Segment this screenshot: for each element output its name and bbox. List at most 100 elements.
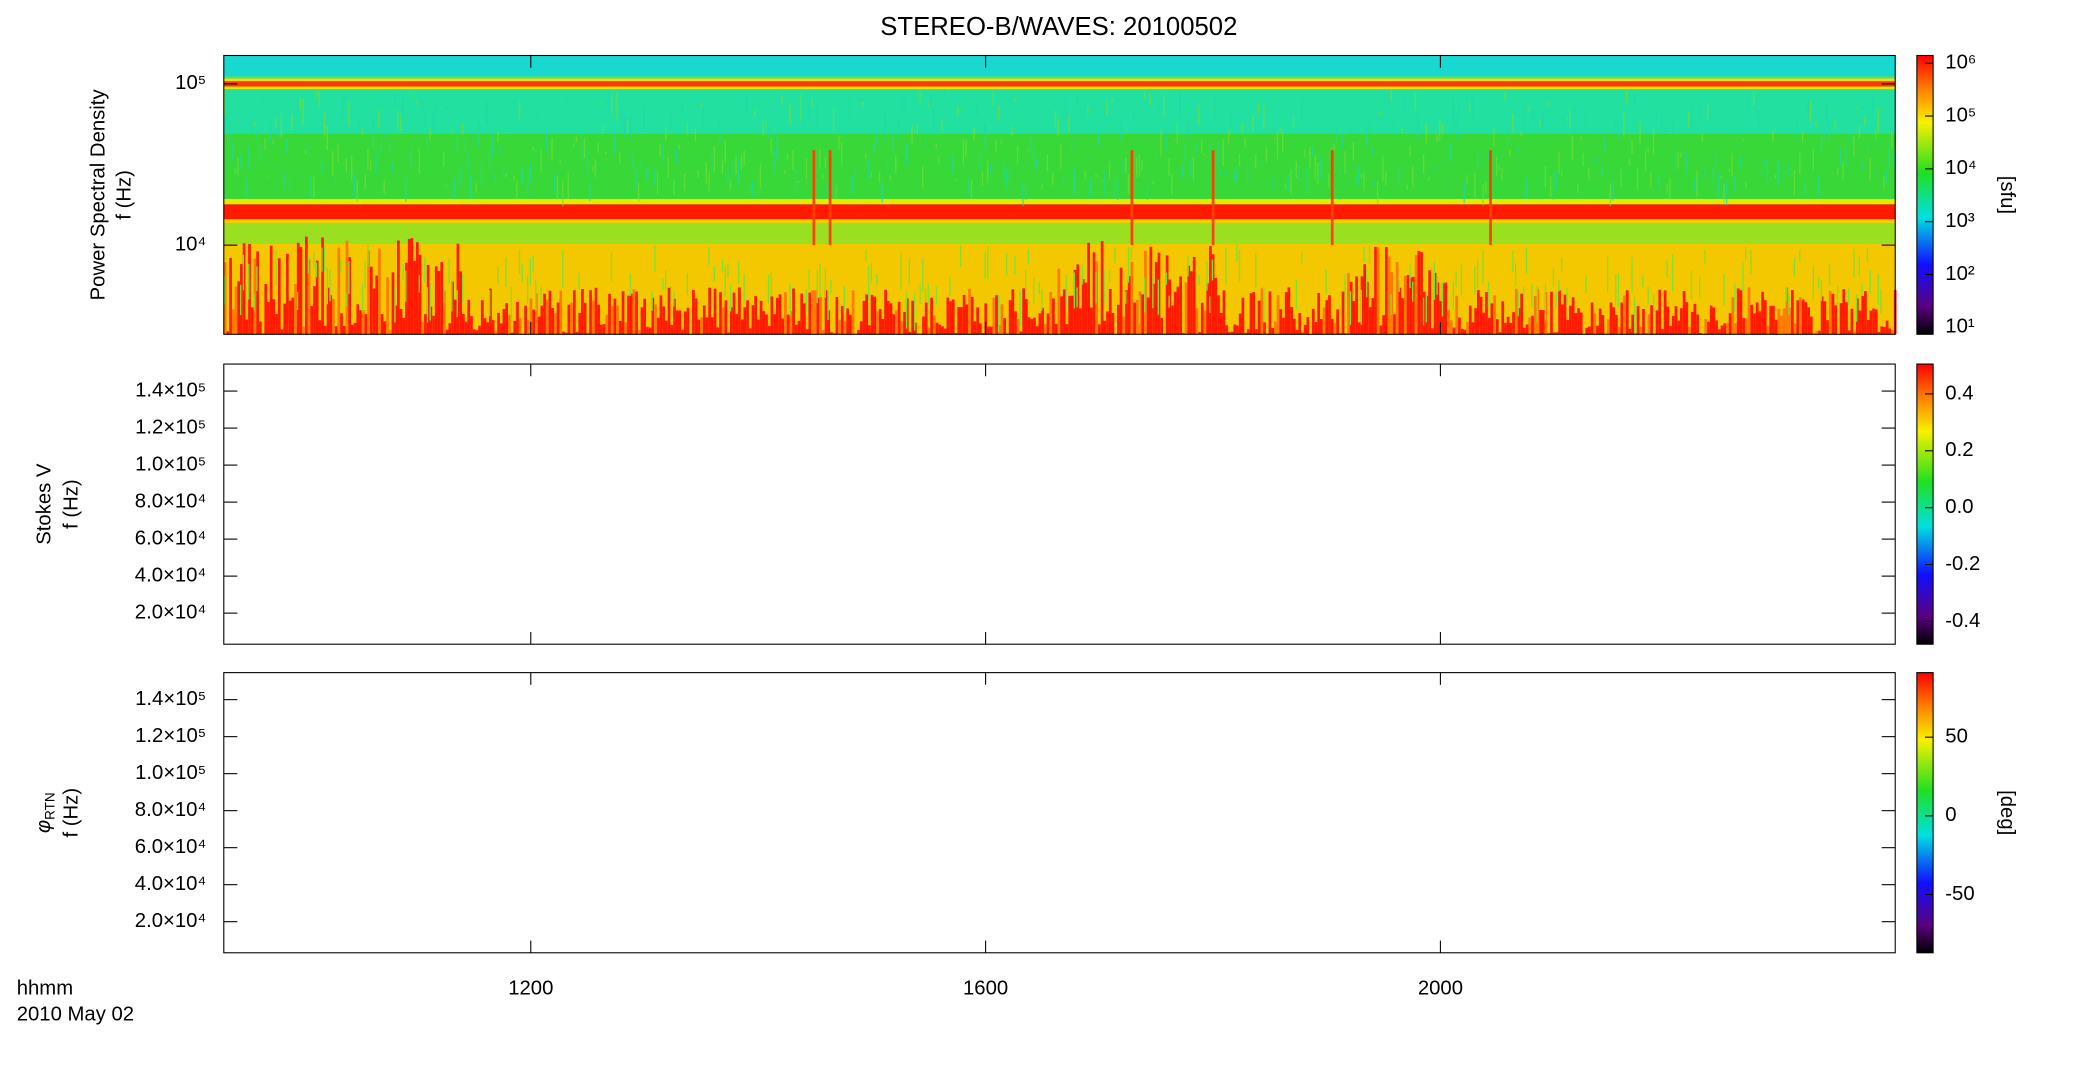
spectrum-streak — [229, 121, 231, 143]
spectrum-streak — [697, 170, 699, 178]
spectrum-streak — [1368, 307, 1372, 335]
spectrum-streak — [315, 262, 318, 278]
spectrum-streak — [1815, 330, 1819, 335]
spectrum-streak — [1108, 289, 1112, 335]
colorbar-tick-label: 0 — [1945, 804, 1956, 826]
spectrum-streak — [1541, 310, 1545, 335]
spectrum-streak — [1244, 137, 1246, 148]
spectrum-streak — [724, 300, 728, 335]
spectrum-streak — [1295, 279, 1298, 310]
spectrum-streak — [1728, 313, 1732, 335]
colorbar — [1916, 54, 1934, 335]
spectrum-streak — [1439, 301, 1442, 335]
spectrum-streak — [1858, 310, 1862, 335]
spectrum-streak — [521, 167, 523, 184]
colorbar-tick-label: 10⁶ — [1945, 52, 1976, 74]
spectrum-streak — [1493, 295, 1496, 335]
spectrum-streak — [524, 102, 526, 112]
spectrum-streak — [594, 287, 598, 335]
spectrum-streak — [1238, 153, 1241, 166]
spectrum-streak — [1885, 320, 1889, 335]
spectrum-streak — [1295, 329, 1299, 335]
spectrum-streak — [1014, 255, 1016, 275]
spectrum-streak — [1027, 249, 1030, 264]
spectrum-streak — [1130, 126, 1132, 130]
spectrum-streak — [1671, 315, 1675, 335]
spectrum-streak — [532, 147, 534, 151]
spectrum-streak — [1322, 307, 1326, 335]
spectrum-streak — [394, 93, 396, 102]
spectrum-streak — [413, 94, 415, 98]
spectrum-streak — [1371, 298, 1375, 335]
spectrum-streak — [459, 271, 462, 335]
spectrum-streak — [1558, 290, 1561, 335]
spectrum-streak — [1715, 155, 1717, 166]
spectrum-streak — [1152, 276, 1154, 309]
spectrum-streak — [794, 324, 798, 335]
spectrum-streak — [323, 113, 326, 138]
spectrum-streak — [1693, 303, 1697, 335]
spectrum-streak — [1217, 295, 1220, 335]
spectrum-streak — [805, 157, 808, 180]
spectrum-streak — [383, 321, 387, 335]
spectrum-streak — [713, 265, 716, 282]
spectrum-streak — [1057, 268, 1061, 335]
spectrum-streak — [1791, 167, 1793, 170]
spectrum-streak — [1723, 274, 1725, 306]
spectrum-streak — [1238, 313, 1242, 335]
spectrum-streak — [475, 183, 477, 193]
spectrum-streak — [545, 129, 548, 151]
spectrum-streak — [1401, 127, 1403, 134]
spectrum-streak — [1866, 247, 1869, 263]
spectrum-streak — [296, 242, 300, 335]
spectrum-streak — [911, 125, 913, 145]
spectrum-streak — [800, 293, 804, 335]
spectrum-streak — [380, 137, 383, 153]
spectrum-streak — [1485, 291, 1488, 335]
spectrum-streak — [383, 180, 385, 194]
spectrum-streak — [1766, 161, 1768, 183]
spectrum-streak — [1460, 263, 1463, 296]
spectrum-streak — [1000, 140, 1002, 144]
spectrum-streak — [1598, 308, 1602, 335]
spectrum-streak — [505, 257, 507, 288]
spectrum-streak — [1617, 327, 1621, 335]
spectrum-streak — [1504, 93, 1506, 100]
spectrum-streak — [253, 293, 255, 310]
spectrum-streak — [954, 333, 958, 335]
spectrum-streak — [1671, 254, 1674, 292]
spectrum-streak — [868, 158, 870, 179]
spectrum-streak — [1563, 118, 1565, 129]
spectrum-streak — [1200, 140, 1203, 153]
spectrum-streak — [483, 110, 485, 117]
spectrum-streak — [491, 320, 495, 335]
spectrum-streak — [526, 320, 530, 335]
spectrum-streak — [1855, 106, 1858, 109]
spectrum-streak — [1799, 152, 1801, 174]
spectrum-streak — [938, 324, 942, 335]
spectrum-streak — [1785, 287, 1789, 335]
spectrum-streak — [735, 314, 739, 335]
spectrum-streak — [895, 310, 898, 335]
spectrum-streak — [1598, 132, 1601, 138]
spectrum-streak — [448, 323, 452, 335]
spectrum-streak — [1785, 176, 1787, 178]
spectrum-streak — [516, 180, 518, 200]
spectrum-streak — [1103, 320, 1107, 335]
spectrum-streak — [345, 158, 347, 172]
spectrum-streak — [711, 317, 714, 335]
spectrum-streak — [803, 303, 806, 335]
spectrum-streak — [1114, 247, 1116, 264]
spectrum-streak — [1495, 319, 1499, 335]
spectrum-streak — [470, 174, 472, 198]
spectrum-streak — [397, 240, 400, 335]
spectrum-streak — [835, 185, 837, 200]
spectrum-streak — [364, 261, 366, 289]
spectrum-streak — [1092, 169, 1095, 172]
spectrum-streak — [1068, 114, 1070, 132]
spectrum-streak — [264, 283, 268, 335]
spectrum-streak — [361, 284, 364, 313]
spectrum-streak — [738, 157, 740, 185]
spectrum-streak — [1068, 295, 1072, 335]
spectrum-streak — [775, 134, 778, 158]
